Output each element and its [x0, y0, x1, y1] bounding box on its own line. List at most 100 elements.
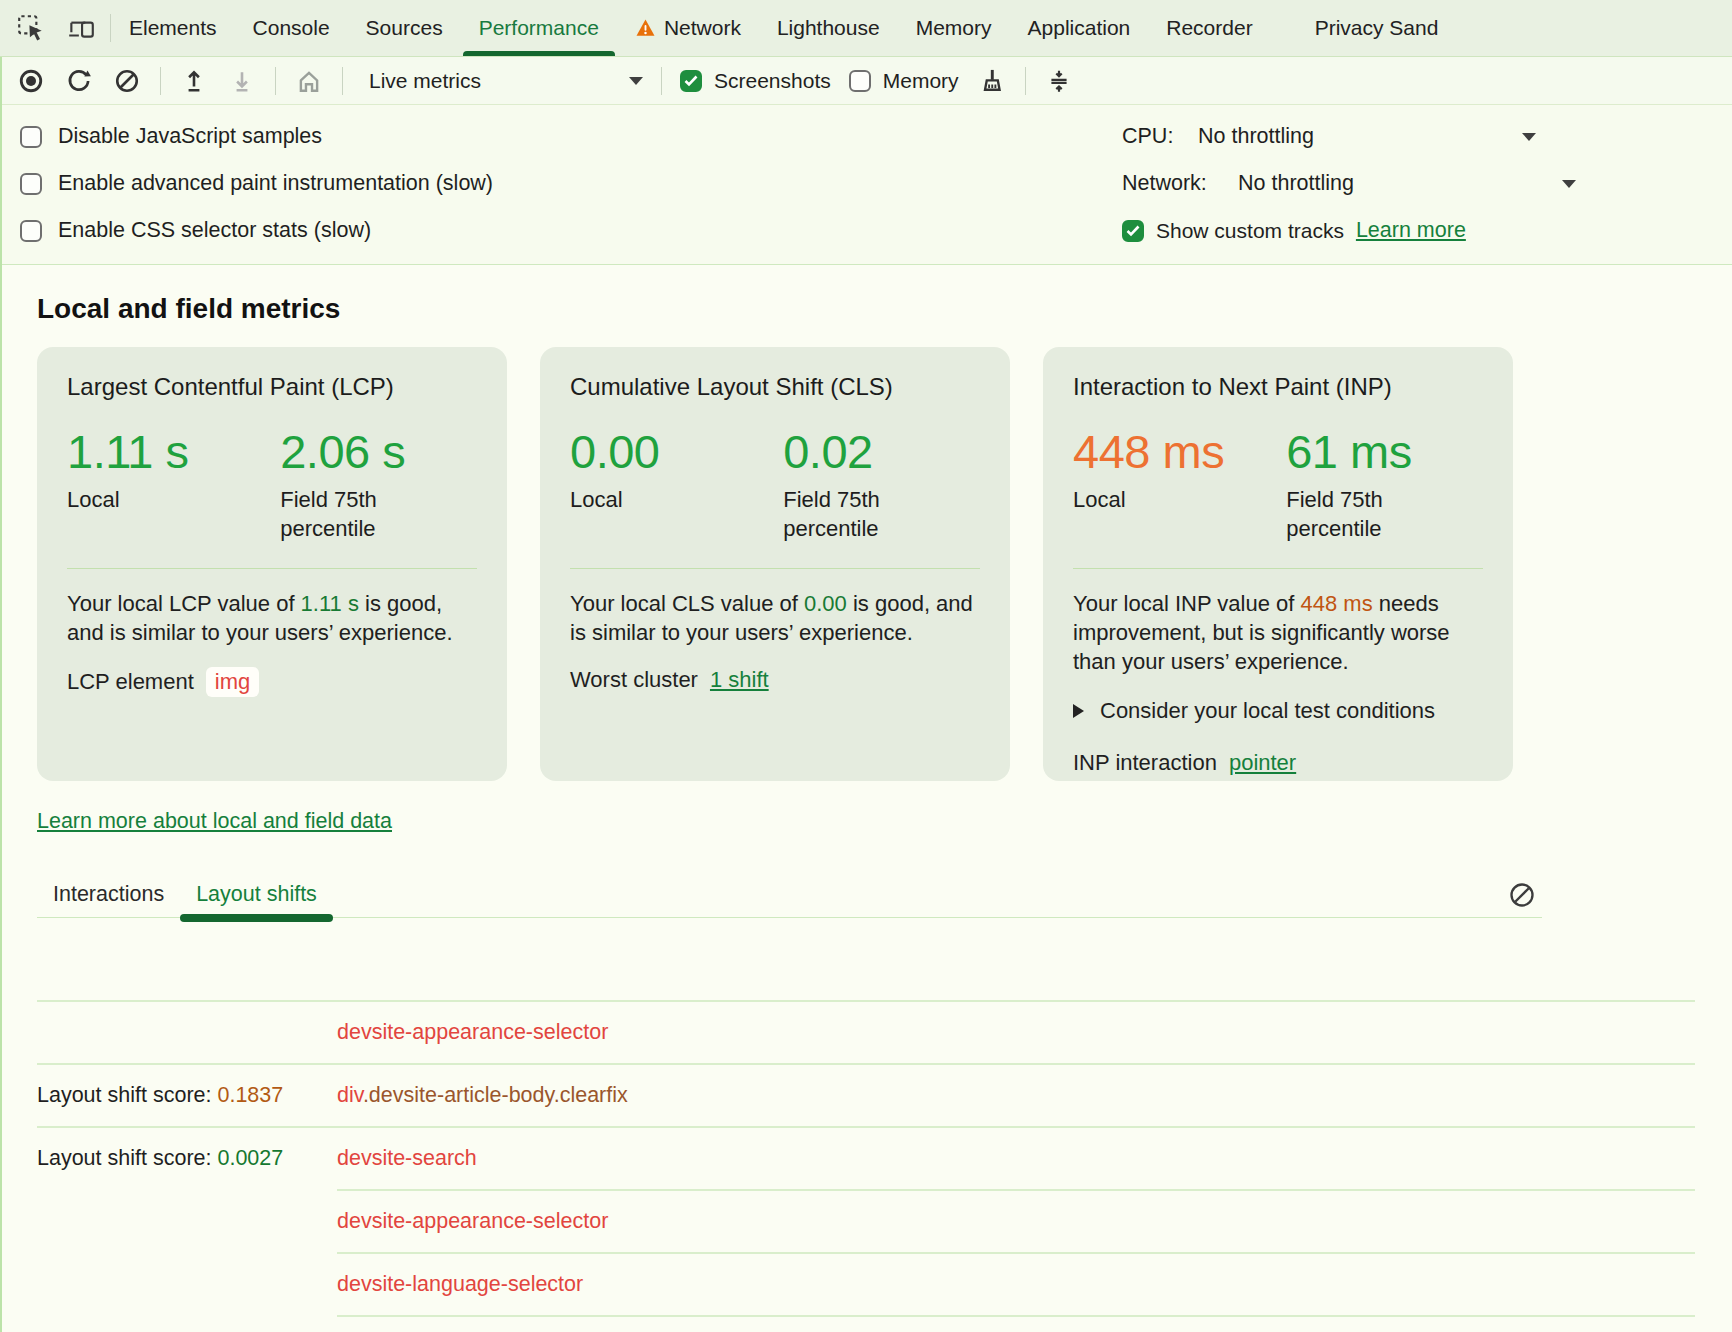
tab-interactions[interactable]: Interactions: [37, 870, 180, 918]
layout-shift-score: Layout shift score: 0.1837: [37, 1082, 283, 1107]
chevron-down-icon: [629, 77, 643, 85]
shifts-tabbar: InteractionsLayout shifts: [2, 870, 1732, 918]
learn-more-link[interactable]: Learn more: [1356, 218, 1466, 243]
devtools-tabbar: Elements ConsoleSources Performance Network…: [0, 0, 1732, 57]
row-divider: [37, 1126, 1695, 1128]
lcp-element-link[interactable]: img: [206, 667, 259, 697]
tab-recorder[interactable]: Recorder: [1148, 0, 1270, 57]
inp-field-value: 61 ms: [1286, 427, 1483, 476]
checkbox-unchecked-icon: [20, 173, 42, 195]
row-divider: [337, 1315, 1695, 1317]
shifted-element-link[interactable]: devsite-appearance-selector: [337, 1208, 608, 1233]
chevron-down-icon: [1522, 133, 1536, 141]
toolbar-separator: [160, 67, 161, 95]
lcp-local-value: 1.11 s: [67, 427, 280, 476]
disclosure-triangle-icon: [1073, 704, 1084, 718]
upload-profile-icon[interactable]: [179, 66, 209, 96]
worst-cluster-link[interactable]: 1 shift: [710, 667, 769, 693]
cls-card: Cumulative Layout Shift (CLS) 0.00 Local…: [540, 347, 1010, 781]
layout-shift-row: Layout shift score: 0.1837 div.devsite-ar…: [37, 1063, 1695, 1126]
inp-card: Interaction to Next Paint (INP) 448 ms L…: [1043, 347, 1513, 781]
card-divider: [1073, 568, 1483, 569]
memory-checkbox[interactable]: Memory: [849, 69, 959, 93]
screenshots-checkbox[interactable]: Screenshots: [680, 69, 831, 93]
collapse-sections-icon[interactable]: [1044, 66, 1074, 96]
cls-field-label: Field 75th percentile: [783, 486, 953, 543]
row-divider: [337, 1252, 1695, 1254]
checkbox-unchecked-icon: [20, 126, 42, 148]
tab-application[interactable]: Application: [1010, 0, 1149, 57]
view-mode-select[interactable]: Live metrics: [361, 69, 643, 93]
tab-layout-shifts[interactable]: Layout shifts: [180, 870, 333, 918]
download-profile-icon[interactable]: [227, 66, 257, 96]
cls-local-value: 0.00: [570, 427, 783, 476]
tab-label: Memory: [916, 16, 992, 40]
toolbar-separator: [275, 67, 276, 95]
tab-label: Recorder: [1166, 16, 1252, 40]
checkbox-checked-icon: [680, 70, 702, 92]
device-toolbar-icon[interactable]: [66, 13, 96, 43]
tab-label: Privacy Sand: [1315, 16, 1439, 40]
page-title: Local and field metrics: [37, 293, 1732, 325]
layout-shift-score: Layout shift score: 0.0027: [37, 1145, 283, 1170]
worst-cluster-label: Worst cluster: [570, 667, 698, 693]
row-divider: [37, 1063, 1695, 1065]
inp-local-label: Local: [1073, 486, 1243, 515]
shifted-element-link[interactable]: devsite-language-selector: [337, 1271, 583, 1296]
gc-brush-icon[interactable]: [977, 66, 1007, 96]
tab-label: Performance: [479, 16, 599, 40]
inp-field-label: Field 75th percentile: [1286, 486, 1456, 543]
show-custom-tracks-checkbox[interactable]: Show custom tracks: [1122, 219, 1344, 243]
shifted-element-link[interactable]: div.devsite-article-body.clearfix: [337, 1082, 628, 1107]
tab-console[interactable]: Console: [235, 0, 348, 57]
learn-more-field-data-link[interactable]: Learn more about local and field data: [37, 809, 392, 834]
layout-shift-row: devsite-appearance-selector: [37, 1189, 1695, 1252]
network-value: No throttling: [1238, 171, 1354, 196]
row-divider: [37, 1000, 1695, 1002]
lcp-inline-value: 1.11 s: [301, 591, 359, 616]
lcp-card-title: Largest Contentful Paint (LCP): [67, 373, 477, 401]
tab-privacy-sand[interactable]: Privacy Sand: [1297, 0, 1457, 57]
tab-network[interactable]: Network: [617, 0, 759, 57]
layout-shift-row: Layout shift score: 0.0027 devsite-search: [37, 1126, 1695, 1189]
tab-elements[interactable]: Elements: [111, 0, 235, 57]
lcp-card: Largest Contentful Paint (LCP) 1.11 s Lo…: [37, 347, 507, 781]
tab-sources[interactable]: Sources: [348, 0, 461, 57]
lcp-field-value: 2.06 s: [280, 427, 477, 476]
clear-shifts-icon[interactable]: [1507, 880, 1537, 910]
option-label: Disable JavaScript samples: [58, 124, 322, 149]
row-divider: [337, 1189, 1695, 1191]
inp-interaction-link[interactable]: pointer: [1229, 750, 1296, 776]
toolbar-separator: [342, 67, 343, 95]
tab-memory[interactable]: Memory: [898, 0, 1010, 57]
inp-card-title: Interaction to Next Paint (INP): [1073, 373, 1483, 401]
capture-settings: Disable JavaScript samples Enable advanc…: [2, 105, 1732, 265]
local-test-conditions-toggle[interactable]: Consider your local test conditions: [1073, 698, 1483, 724]
cpu-throttling-select[interactable]: CPU: No throttling: [1122, 113, 1732, 160]
cpu-value: No throttling: [1198, 124, 1314, 149]
checkbox-unchecked-icon: [20, 220, 42, 242]
shifted-element-link[interactable]: devsite-search: [337, 1145, 477, 1170]
tab-performance[interactable]: Performance: [461, 0, 617, 57]
clear-icon[interactable]: [112, 66, 142, 96]
shifted-element-link[interactable]: devsite-appearance-selector: [337, 1019, 608, 1044]
inp-local-value: 448 ms: [1073, 427, 1286, 476]
layout-shifts-table: devsite-appearance-selector Layout shift …: [37, 1000, 1695, 1332]
home-icon[interactable]: [294, 66, 324, 96]
lcp-field-label: Field 75th percentile: [280, 486, 450, 543]
cls-description: Your local CLS value of 0.00 is good, an…: [570, 589, 980, 648]
performance-toolbar: Live metrics Screenshots Memory: [2, 57, 1732, 105]
record-icon[interactable]: [16, 66, 46, 96]
tab-lighthouse[interactable]: Lighthouse: [759, 0, 898, 57]
inp-interaction-label: INP interaction: [1073, 750, 1217, 776]
tab-label: Elements: [129, 16, 217, 40]
inspect-element-icon[interactable]: [16, 13, 46, 43]
reload-record-icon[interactable]: [64, 66, 94, 96]
cls-card-title: Cumulative Layout Shift (CLS): [570, 373, 980, 401]
lcp-description: Your local LCP value of 1.11 s is good, …: [67, 589, 477, 648]
inp-description: Your local INP value of 448 ms needs imp…: [1073, 589, 1483, 677]
network-throttling-select[interactable]: Network: No throttling: [1122, 160, 1732, 207]
memory-label: Memory: [883, 69, 959, 93]
view-mode-label: Live metrics: [369, 69, 481, 93]
chevron-down-icon: [1562, 180, 1576, 188]
